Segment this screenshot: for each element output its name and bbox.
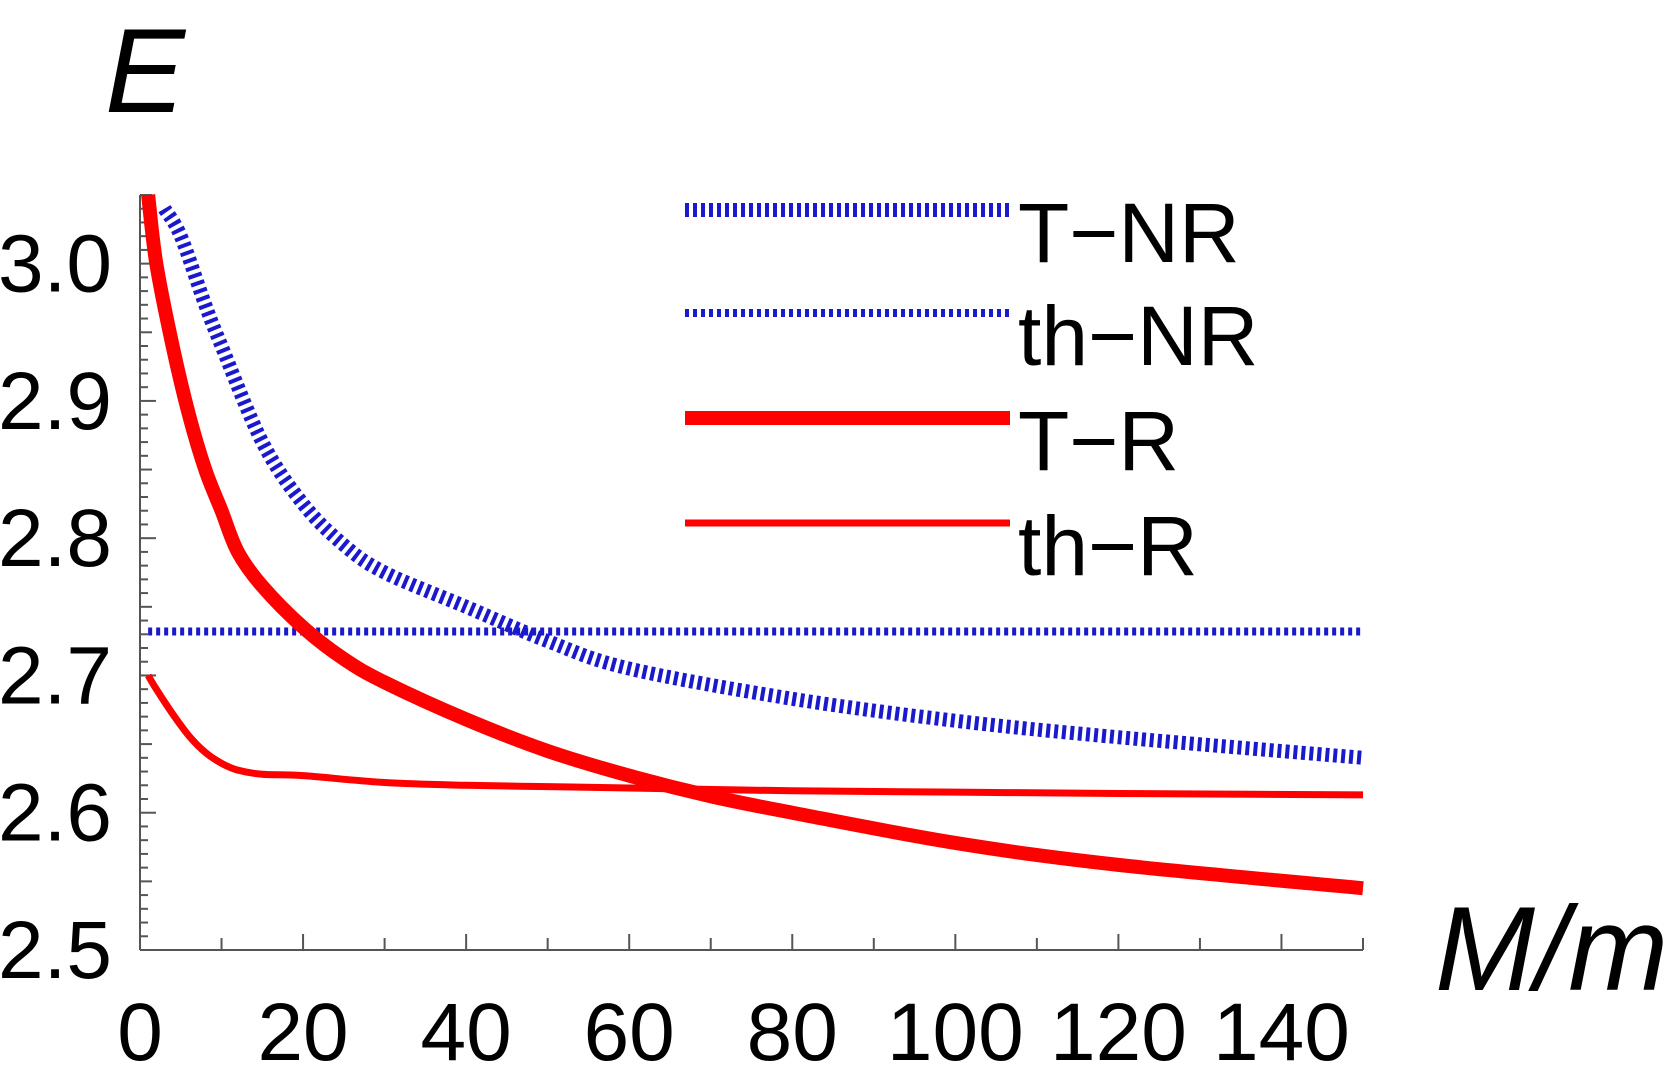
x-tick-label: 60 xyxy=(584,987,675,1078)
series-line-tnr xyxy=(158,204,1364,765)
x-tick-label: 0 xyxy=(117,987,163,1078)
x-tick-labels: 0 20 40 60 80 100 120 140 xyxy=(117,987,1350,1078)
y-tick-labels: 2.5 2.6 2.7 2.8 2.9 3.0 xyxy=(0,219,112,996)
x-tick-label: 80 xyxy=(747,987,838,1078)
y-axis-title: E xyxy=(105,4,187,138)
x-tick-label: 100 xyxy=(887,987,1024,1078)
x-tick-label: 20 xyxy=(257,987,348,1078)
y-tick-label: 3.0 xyxy=(0,219,112,310)
x-tick-label: 40 xyxy=(421,987,512,1078)
legend-label: T−R xyxy=(1018,394,1179,488)
axes xyxy=(139,195,1363,951)
y-tick-label: 2.5 xyxy=(0,905,112,996)
x-axis-title: M/m xyxy=(1435,882,1667,1016)
legend-label: th−NR xyxy=(1018,289,1258,383)
series-layer xyxy=(141,194,1364,896)
series-line-tr xyxy=(141,194,1364,896)
y-tick-label: 2.6 xyxy=(0,768,112,859)
axis-ticks xyxy=(139,194,1364,951)
series-line-thr xyxy=(145,673,1364,799)
x-tick-label: 140 xyxy=(1213,987,1350,1078)
y-tick-label: 2.9 xyxy=(0,356,112,447)
legend-label: T−NR xyxy=(1018,186,1240,280)
y-tick-label: 2.7 xyxy=(0,630,112,721)
x-tick-label: 120 xyxy=(1050,987,1187,1078)
legend-label: th−R xyxy=(1018,499,1198,593)
y-tick-label: 2.8 xyxy=(0,493,112,584)
